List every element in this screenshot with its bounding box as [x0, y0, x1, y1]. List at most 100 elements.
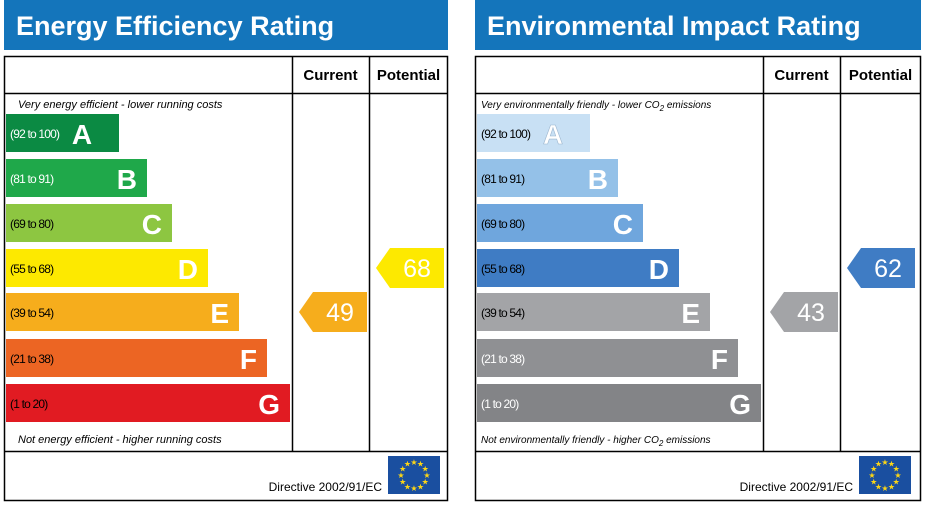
- eu-star-icon: ★: [875, 482, 882, 491]
- directive-label: Directive 2002/91/EC: [269, 480, 383, 494]
- band-range-label: (39 to 54): [481, 306, 525, 320]
- band-letter: C: [142, 209, 162, 240]
- eu-star-icon: ★: [868, 471, 875, 480]
- band-range-label: (92 to 100): [10, 127, 60, 141]
- band-c: [6, 204, 172, 242]
- band-letter: B: [588, 164, 608, 195]
- eu-star-icon: ★: [893, 478, 900, 487]
- band-a: [477, 114, 590, 152]
- band-letter: D: [178, 254, 198, 285]
- eu-star-icon: ★: [881, 458, 888, 467]
- chart-frame: [3, 55, 449, 502]
- band-b: [6, 159, 147, 197]
- band-b: [477, 159, 618, 197]
- eu-star-icon: ★: [422, 465, 429, 474]
- band-f: [477, 339, 738, 377]
- eu-star-icon: ★: [422, 478, 429, 487]
- band-letter: F: [711, 344, 728, 375]
- band-range-label: (1 to 20): [10, 397, 48, 411]
- environmental-impact-panel: Environmental Impact Rating Current Potent…: [474, 0, 922, 502]
- potential-column-header: Potential: [849, 67, 912, 84]
- potential-rating-arrow: [376, 248, 444, 288]
- eu-star-icon: ★: [870, 478, 877, 487]
- potential-rating-value: 68: [403, 255, 431, 283]
- band-g: [6, 384, 290, 422]
- band-letter: F: [240, 344, 257, 375]
- band-range-label: (55 to 68): [481, 262, 525, 276]
- eu-star-icon: ★: [410, 458, 417, 467]
- current-rating-value: 49: [326, 299, 354, 327]
- eu-flag-icon: [388, 456, 440, 494]
- band-d: [477, 249, 679, 287]
- band-range-label: (69 to 80): [481, 217, 525, 231]
- energy-efficiency-panel: Energy Efficiency Rating Current Potential…: [3, 0, 449, 502]
- eu-star-icon: ★: [875, 460, 882, 469]
- current-column-header: Current: [774, 67, 828, 84]
- band-range-label: (81 to 91): [10, 172, 54, 186]
- band-range-label: (69 to 80): [10, 217, 54, 231]
- current-rating-arrow: [299, 292, 367, 332]
- band-e: [6, 293, 239, 331]
- band-range-label: (55 to 68): [10, 262, 54, 276]
- eu-flag-icon: [859, 456, 911, 494]
- band-d: [6, 249, 208, 287]
- eu-star-icon: ★: [881, 484, 888, 493]
- bottom-note: Not environmentally friendly - higher CO…: [481, 435, 711, 448]
- band-f: [6, 339, 267, 377]
- potential-rating-arrow: [847, 248, 915, 288]
- eu-star-icon: ★: [870, 465, 877, 474]
- band-letter: C: [613, 209, 633, 240]
- band-range-label: (21 to 38): [10, 352, 54, 366]
- top-note: Very environmentally friendly - lower CO…: [481, 100, 711, 113]
- top-note-suffix: emissions: [664, 100, 711, 111]
- chart-frame: [474, 55, 922, 502]
- eu-star-icon: ★: [423, 471, 430, 480]
- band-letter: B: [117, 164, 137, 195]
- band-letter: D: [649, 254, 669, 285]
- potential-rating-value: 62: [874, 255, 902, 283]
- band-range-label: (81 to 91): [481, 172, 525, 186]
- top-note-text: Very environmentally friendly - lower CO: [481, 100, 660, 111]
- bottom-note-text: Not environmentally friendly - higher CO: [481, 435, 659, 446]
- eu-star-icon: ★: [397, 471, 404, 480]
- band-letter: G: [258, 389, 280, 420]
- band-letter: E: [681, 298, 700, 329]
- current-column-header: Current: [303, 67, 357, 84]
- band-c: [477, 204, 643, 242]
- bottom-note: Not energy efficient - higher running co…: [18, 434, 222, 446]
- eu-star-icon: ★: [894, 471, 901, 480]
- eu-star-icon: ★: [888, 460, 895, 469]
- eu-star-icon: ★: [410, 484, 417, 493]
- band-letter: E: [210, 298, 229, 329]
- band-letter: A: [543, 119, 563, 150]
- chart-title: Environmental Impact Rating: [487, 11, 861, 41]
- band-range-label: (92 to 100): [481, 127, 531, 141]
- eu-star-icon: ★: [399, 465, 406, 474]
- chart-title: Energy Efficiency Rating: [16, 11, 334, 41]
- title-banner: [475, 0, 921, 50]
- band-e: [477, 293, 710, 331]
- eu-star-icon: ★: [399, 478, 406, 487]
- band-letter: G: [729, 389, 751, 420]
- bottom-note-subscript: 2: [658, 439, 664, 448]
- band-range-label: (39 to 54): [10, 306, 54, 320]
- directive-label: Directive 2002/91/EC: [740, 480, 854, 494]
- title-banner: [4, 0, 448, 50]
- eu-star-icon: ★: [893, 465, 900, 474]
- top-note: Very energy efficient - lower running co…: [18, 99, 223, 111]
- top-note-subscript: 2: [659, 104, 665, 113]
- current-rating-arrow: [770, 292, 838, 332]
- potential-column-header: Potential: [377, 67, 440, 84]
- eu-star-icon: ★: [888, 482, 895, 491]
- band-range-label: (1 to 20): [481, 397, 519, 411]
- band-letter: A: [72, 119, 92, 150]
- bottom-note-suffix: emissions: [663, 435, 710, 446]
- band-range-label: (21 to 38): [481, 352, 525, 366]
- band-g: [477, 384, 761, 422]
- eu-star-icon: ★: [417, 460, 424, 469]
- eu-star-icon: ★: [404, 460, 411, 469]
- eu-star-icon: ★: [417, 482, 424, 491]
- eu-star-icon: ★: [404, 482, 411, 491]
- band-a: [6, 114, 119, 152]
